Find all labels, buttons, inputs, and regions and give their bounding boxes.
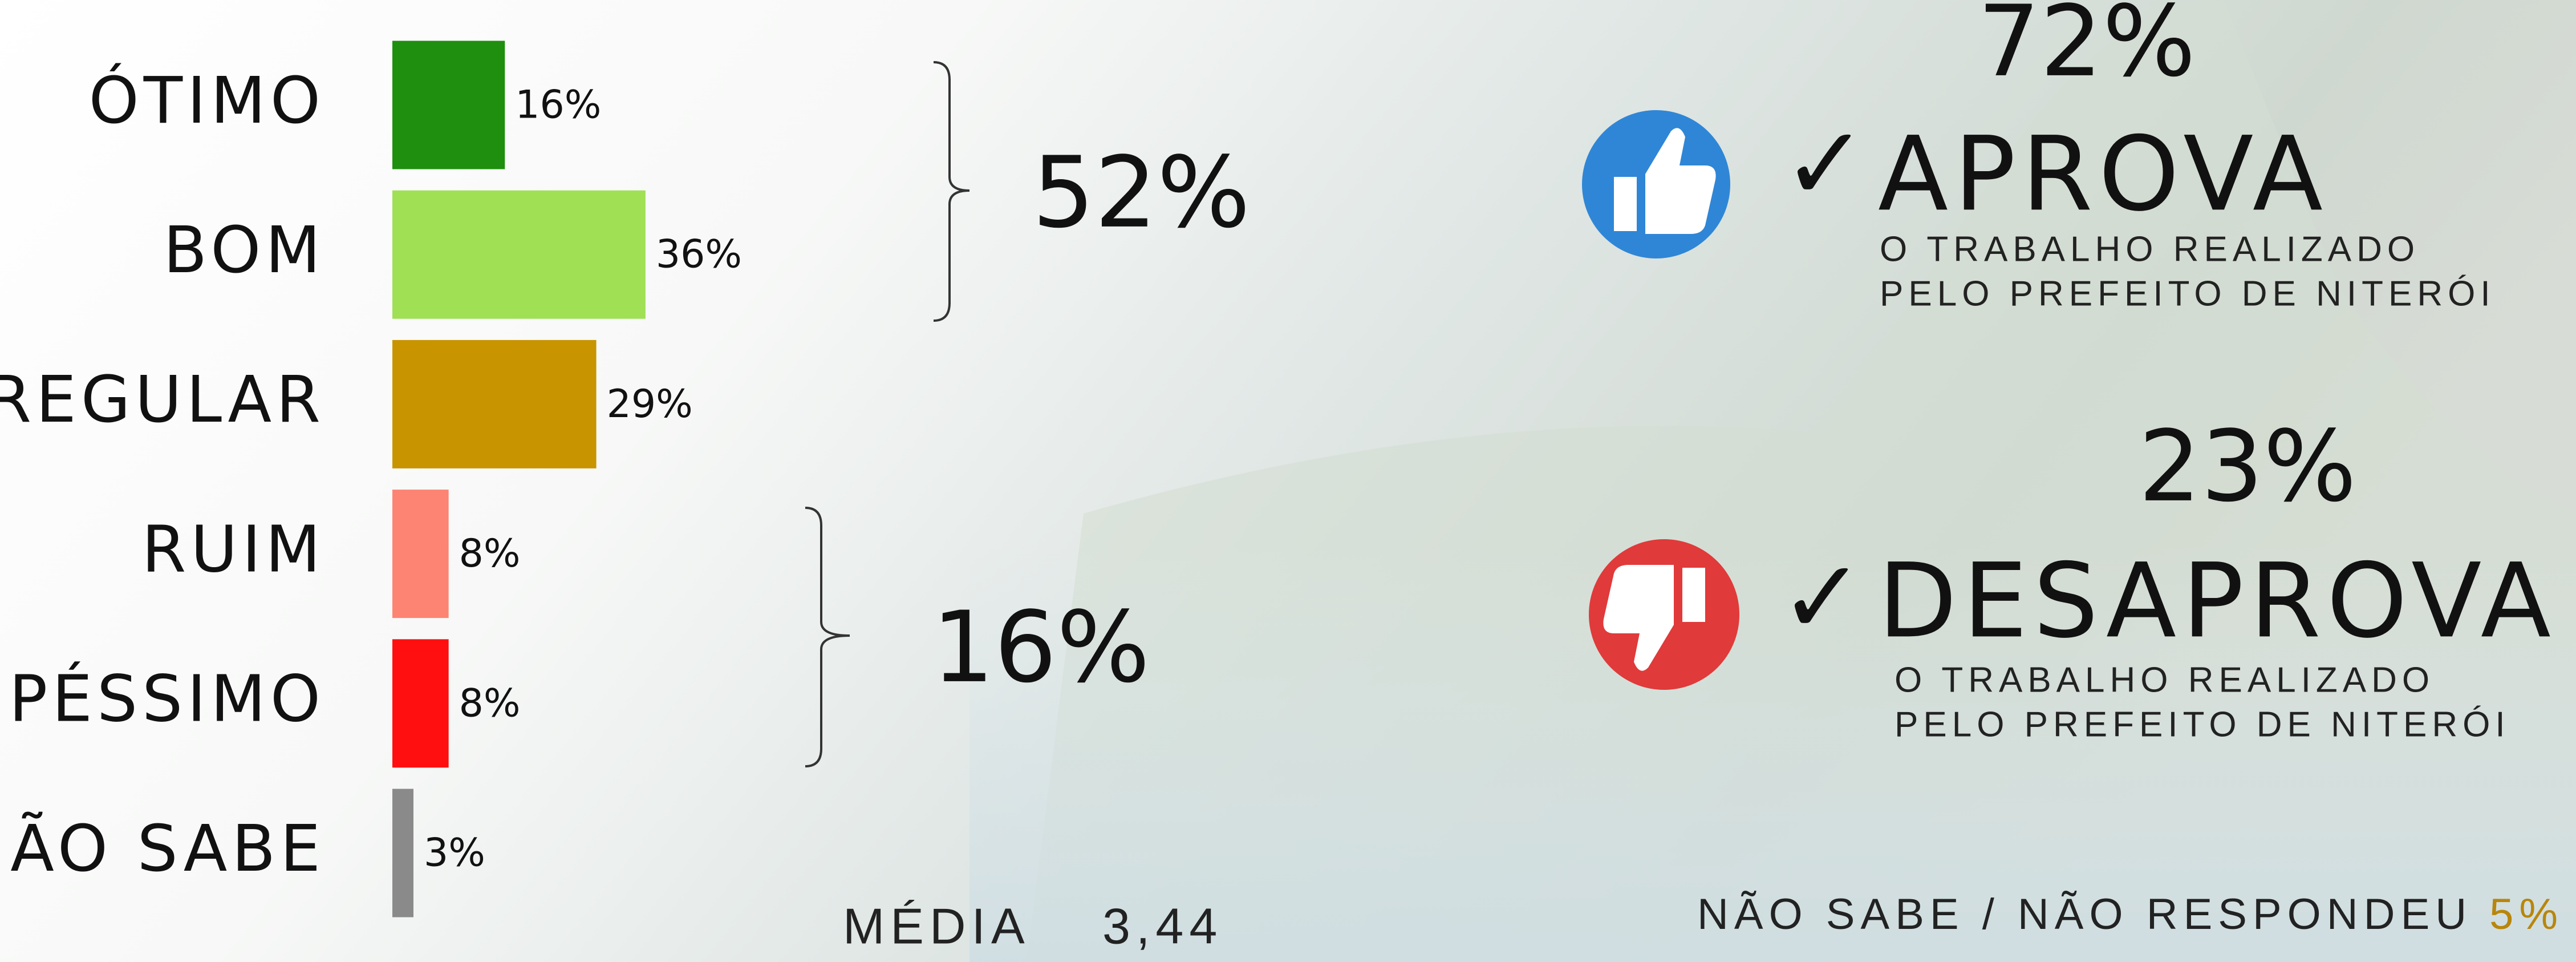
value-label: 8%: [459, 681, 521, 726]
group-total: 52%: [1032, 135, 1250, 250]
check-mark: ✓: [1779, 538, 1871, 657]
bar: [392, 789, 413, 917]
unknown-label: NÃO SABE / NÃO RESPONDEU: [1697, 890, 2472, 939]
thumb-up-icon: [1582, 110, 1730, 258]
bar: [392, 339, 597, 468]
value-label: 3%: [424, 831, 485, 876]
disapprove-caption: PELO PREFEITO DE NITERÓI: [1895, 705, 2510, 744]
approve-percent: 72%: [1978, 0, 2196, 99]
sea-photo: [969, 542, 2576, 962]
unknown-note: NÃO SABE / NÃO RESPONDEU 5%: [1697, 890, 2563, 939]
bar: [392, 190, 646, 319]
average-label: MÉDIA: [843, 898, 1031, 954]
bar: [392, 490, 449, 619]
brace: [805, 507, 850, 767]
bar: [392, 639, 449, 768]
category-label: RUIM: [142, 512, 325, 587]
group-total: 16%: [932, 590, 1150, 705]
average-value: 3,44: [1102, 898, 1223, 954]
category-label: PÉSSIMO: [9, 661, 325, 737]
thumb-down-icon: [1589, 539, 1739, 690]
unknown-value: 5%: [2489, 890, 2563, 939]
approve-caption: O TRABALHO REALIZADO: [1880, 229, 2420, 269]
approve-caption: PELO PREFEITO DE NITERÓI: [1880, 274, 2496, 313]
disapprove-percent: 23%: [2139, 409, 2356, 524]
approve-title: APROVA: [1878, 115, 2328, 234]
category-label: ÓTIMO: [89, 63, 325, 138]
category-label: BOM: [163, 213, 325, 288]
check-mark: ✓: [1782, 104, 1874, 224]
value-label: 8%: [459, 531, 521, 576]
value-label: 29%: [607, 382, 693, 427]
disapprove-title: DESAPROVA: [1878, 541, 2557, 661]
value-label: 16%: [515, 83, 601, 128]
category-label: NÃO SABE: [0, 811, 325, 886]
value-label: 36%: [656, 232, 742, 277]
brace: [933, 61, 970, 322]
category-label: REGULAR: [0, 363, 325, 437]
bar: [392, 41, 505, 169]
disapprove-caption: O TRABALHO REALIZADO: [1895, 660, 2435, 700]
